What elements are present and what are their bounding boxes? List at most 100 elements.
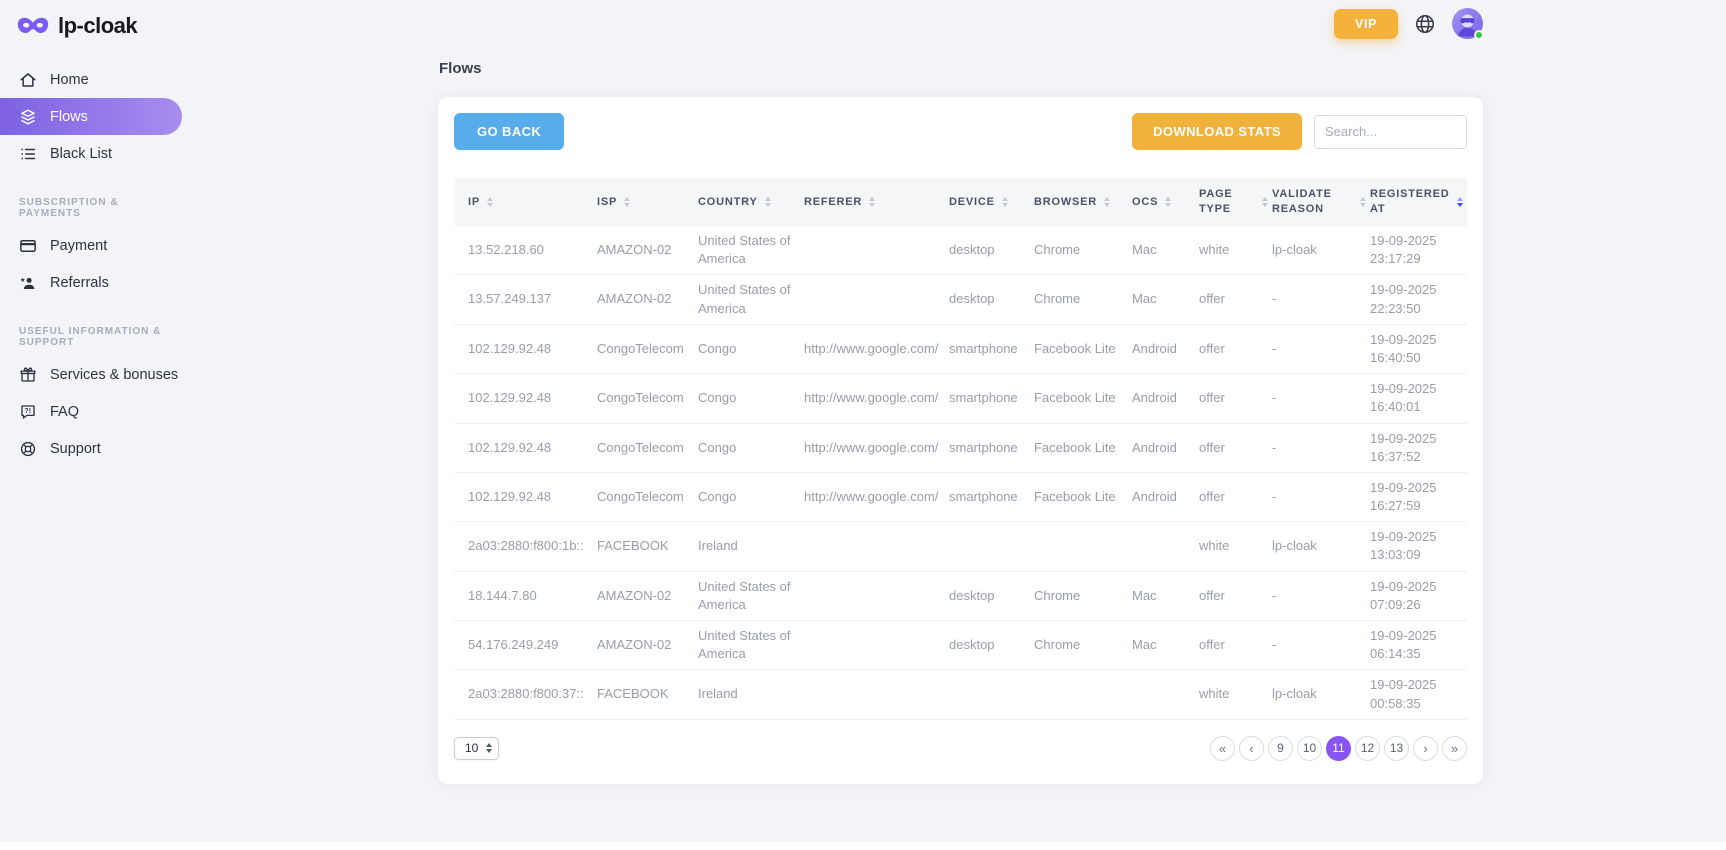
sort-icon[interactable] xyxy=(764,197,771,207)
cell-page-type: offer xyxy=(1199,274,1272,325)
cell-referer: http://www.google.com/ xyxy=(804,423,949,473)
sidebar-item-flows[interactable]: Flows xyxy=(0,98,182,135)
column-header-device[interactable]: DEVICE xyxy=(949,178,1034,226)
pagination-first-button[interactable]: « xyxy=(1210,735,1235,761)
cell-device: desktop xyxy=(949,274,1034,325)
cell-page-type: white xyxy=(1199,226,1272,276)
cell-country: Ireland xyxy=(698,669,804,720)
table-header-row: IP ISP COUNTRY REFERER DEVICE BROWSER OCS PAGE … xyxy=(454,178,1467,226)
pagination-page-10[interactable]: 10 xyxy=(1297,735,1322,761)
cell-validate-reason: - xyxy=(1272,324,1370,375)
cell-country: Congo xyxy=(698,373,804,424)
avatar[interactable] xyxy=(1452,8,1484,40)
cell-browser: Facebook Lite xyxy=(1034,423,1132,473)
section-title-useful-information-support: USEFUL INFORMATION & SUPPORT xyxy=(19,326,182,348)
sidebar-item-support[interactable]: Support xyxy=(0,430,182,467)
cell-registered-at: 19-09-2025 16:40:01 xyxy=(1370,373,1467,424)
vip-button[interactable]: VIP xyxy=(1334,8,1398,39)
sort-icon[interactable] xyxy=(1001,197,1008,207)
sidebar-item-home[interactable]: Home xyxy=(0,61,182,98)
search-input[interactable] xyxy=(1314,114,1467,149)
cell-referer xyxy=(804,274,949,325)
globe-icon[interactable] xyxy=(1414,13,1436,35)
cell-ip: 102.129.92.48 xyxy=(454,423,597,473)
cell-device: smartphone xyxy=(949,373,1034,424)
column-header-referer[interactable]: REFERER xyxy=(804,178,949,226)
column-header-ocs[interactable]: OCS xyxy=(1132,178,1199,226)
cell-ip: 102.129.92.48 xyxy=(454,373,597,424)
sort-icon[interactable] xyxy=(624,197,631,207)
cell-validate-reason: - xyxy=(1272,472,1370,523)
column-label: DEVICE xyxy=(949,195,995,208)
column-label: ISP xyxy=(597,195,618,208)
cell-country: United States of America xyxy=(698,571,804,622)
cell-ocs: Mac xyxy=(1132,274,1199,325)
sort-icon[interactable] xyxy=(1104,197,1111,207)
cell-registered-at: 19-09-2025 13:03:09 xyxy=(1370,521,1467,572)
column-header-registered-at[interactable]: REGISTERED AT xyxy=(1370,178,1467,226)
table-row: 102.129.92.48 CongoTelecom Congo http://www… xyxy=(454,373,1467,424)
column-header-country[interactable]: COUNTRY xyxy=(698,178,804,226)
sidebar-item-faq[interactable]: ?! FAQ xyxy=(0,393,182,430)
cell-referer: http://www.google.com/ xyxy=(804,373,949,424)
column-header-validate-reason[interactable]: VALIDATE REASON xyxy=(1272,178,1370,226)
column-header-browser[interactable]: BROWSER xyxy=(1034,178,1132,226)
go-back-button[interactable]: GO BACK xyxy=(454,113,565,150)
topbar: VIP xyxy=(1334,8,1484,40)
download-stats-button[interactable]: DOWNLOAD STATS xyxy=(1132,113,1302,150)
sort-icon[interactable] xyxy=(1165,197,1172,207)
column-label: BROWSER xyxy=(1034,195,1098,208)
cell-isp: CongoTelecom xyxy=(597,373,698,424)
cell-ocs: Android xyxy=(1132,423,1199,473)
cell-registered-at: 19-09-2025 07:09:26 xyxy=(1370,571,1467,622)
cell-country: United States of America xyxy=(698,620,804,671)
sort-icon[interactable] xyxy=(869,197,876,207)
footer-strip xyxy=(0,842,1726,850)
pagination-last-button[interactable]: » xyxy=(1442,735,1467,761)
cell-browser: Facebook Lite xyxy=(1034,324,1132,375)
cell-page-type: offer xyxy=(1199,423,1272,473)
cell-ocs: Android xyxy=(1132,373,1199,424)
sidebar-item-payment[interactable]: Payment xyxy=(0,227,182,264)
rows-per-page-select[interactable]: 10 xyxy=(454,736,500,760)
cell-device: smartphone xyxy=(949,324,1034,375)
sort-icon[interactable] xyxy=(1457,197,1463,207)
column-label: PAGE TYPE xyxy=(1199,188,1233,215)
cell-device xyxy=(949,521,1034,572)
pagination-page-13[interactable]: 13 xyxy=(1384,735,1409,761)
table-row: 102.129.92.48 CongoTelecom Congo http://www… xyxy=(454,324,1467,375)
sidebar-item-label: Support xyxy=(50,440,101,457)
pagination-page-11[interactable]: 11 xyxy=(1326,735,1351,761)
cell-isp: AMAZON-02 xyxy=(597,274,698,325)
pagination-next-button[interactable]: › xyxy=(1413,735,1438,761)
cell-ocs: Mac xyxy=(1132,571,1199,622)
sidebar-item-services-bonuses[interactable]: Services & bonuses xyxy=(0,356,182,393)
sidebar-item-referrals[interactable]: Referrals xyxy=(0,264,182,301)
sort-icon[interactable] xyxy=(1360,197,1366,207)
referrals-icon xyxy=(19,274,37,292)
pagination-page-9[interactable]: 9 xyxy=(1268,735,1293,761)
cell-referer xyxy=(804,521,949,572)
payment-icon xyxy=(19,237,37,255)
column-label: COUNTRY xyxy=(698,195,758,208)
column-header-ip[interactable]: IP xyxy=(454,178,597,226)
cell-registered-at: 19-09-2025 06:14:35 xyxy=(1370,620,1467,671)
sidebar-item-black-list[interactable]: Black List xyxy=(0,135,182,172)
section-title-subscription-payments: SUBSCRIPTION & PAYMENTS xyxy=(19,197,182,219)
cell-ip: 102.129.92.48 xyxy=(454,324,597,375)
column-header-isp[interactable]: ISP xyxy=(597,178,698,226)
cell-referer xyxy=(804,669,949,720)
brand-logo[interactable]: lp-cloak xyxy=(0,0,182,39)
column-header-page-type[interactable]: PAGE TYPE xyxy=(1199,178,1272,226)
pagination-prev-button[interactable]: ‹ xyxy=(1239,735,1264,761)
sort-icon[interactable] xyxy=(1262,197,1268,207)
cell-browser xyxy=(1034,669,1132,720)
cell-isp: FACEBOOK xyxy=(597,521,698,572)
cell-validate-reason: lp-cloak xyxy=(1272,226,1370,276)
cell-ip: 2a03:2880:f800:1b:: xyxy=(454,521,597,572)
column-label: REGISTERED AT xyxy=(1370,188,1450,215)
sort-icon[interactable] xyxy=(487,197,493,207)
cell-isp: CongoTelecom xyxy=(597,324,698,375)
cell-country: United States of America xyxy=(698,226,804,276)
pagination-page-12[interactable]: 12 xyxy=(1355,735,1380,761)
